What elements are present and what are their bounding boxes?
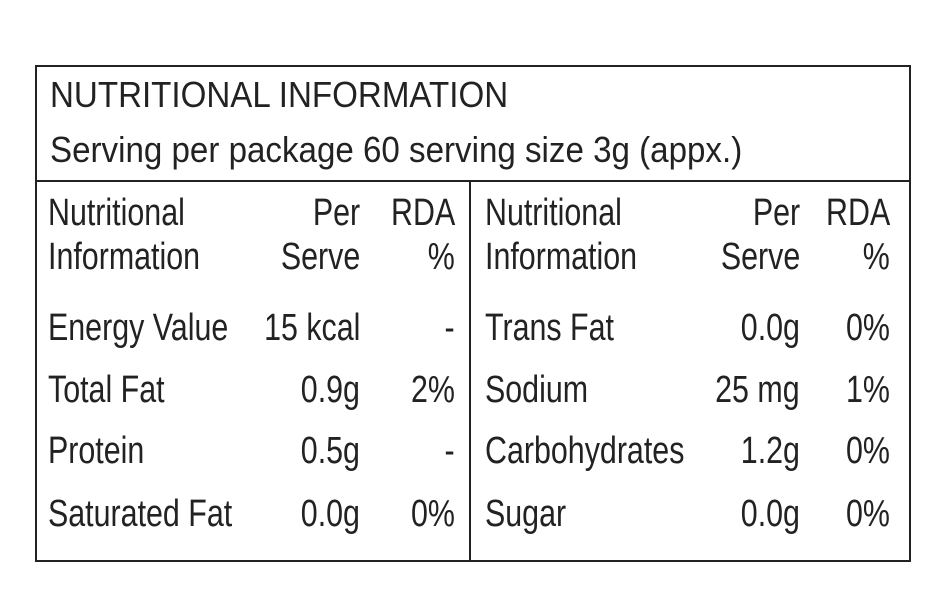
- nutrient-name: Carbohydrates: [485, 430, 685, 472]
- nutrient-name: Trans Fat: [485, 307, 614, 349]
- table-divider: [469, 180, 471, 560]
- per-serve: 15 kcal: [263, 307, 360, 349]
- title: NUTRITIONAL INFORMATION: [50, 74, 509, 115]
- subtitle: Serving per package 60 serving size 3g (…: [50, 129, 743, 170]
- nutrient-name: Saturated Fat: [48, 493, 233, 535]
- nutrient-name: Sodium: [485, 369, 589, 411]
- column-header: Information: [48, 236, 201, 278]
- per-serve: 0.5g: [300, 430, 360, 472]
- rda-percent: 0%: [846, 493, 890, 535]
- column-header: Per: [752, 192, 800, 234]
- column-header: Serve: [280, 236, 360, 278]
- rda-percent: 1%: [846, 369, 890, 411]
- rda-percent: 0%: [411, 493, 455, 535]
- column-header: Nutritional: [48, 192, 185, 234]
- nutrient-name: Sugar: [485, 493, 567, 535]
- rda-percent: 0%: [846, 307, 890, 349]
- column-header: RDA: [390, 192, 455, 234]
- rda-percent: 2%: [411, 369, 455, 411]
- column-header: Per: [312, 192, 360, 234]
- nutrient-name: Total Fat: [48, 369, 165, 411]
- per-serve: 0.9g: [300, 369, 360, 411]
- per-serve: 1.2g: [740, 430, 800, 472]
- per-serve: 0.0g: [740, 493, 800, 535]
- column-header: Serve: [720, 236, 800, 278]
- column-header: RDA: [825, 192, 890, 234]
- column-header: %: [862, 236, 890, 278]
- column-header: %: [427, 236, 455, 278]
- per-serve: 25 mg: [715, 369, 801, 411]
- per-serve: 0.0g: [740, 307, 800, 349]
- rda-percent: 0%: [846, 430, 890, 472]
- header-divider: [35, 180, 909, 182]
- per-serve: 0.0g: [300, 493, 360, 535]
- column-header: Information: [485, 236, 638, 278]
- label-border: [35, 65, 911, 562]
- rda-percent: -: [444, 430, 455, 472]
- nutrient-name: Energy Value: [48, 307, 229, 349]
- column-header: Nutritional: [485, 192, 622, 234]
- nutrient-name: Protein: [48, 430, 145, 472]
- rda-percent: -: [444, 307, 455, 349]
